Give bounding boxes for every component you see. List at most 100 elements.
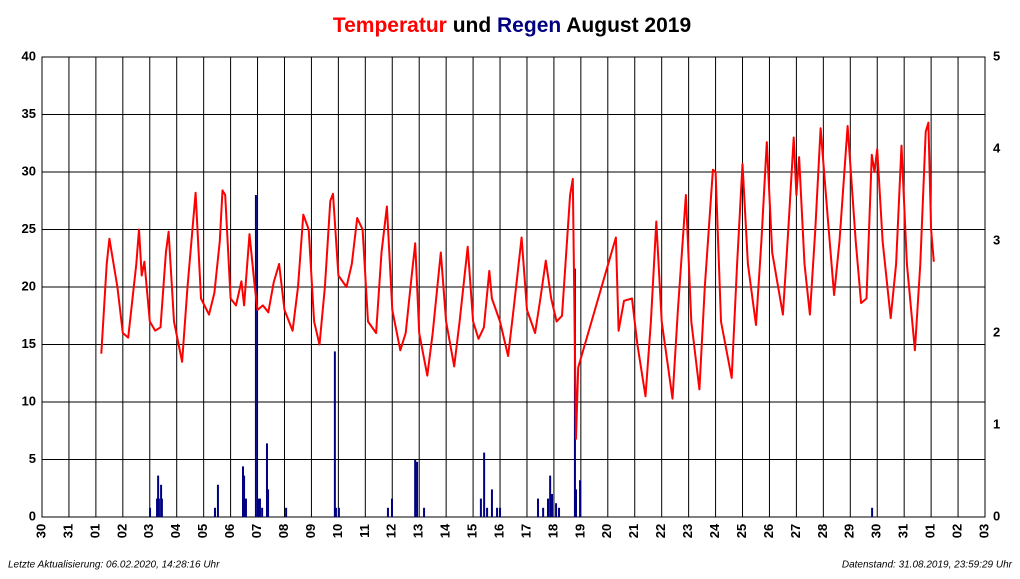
y-tick-label: 25: [22, 221, 36, 236]
x-tick-label: 24: [707, 523, 722, 538]
y-tick-label: 15: [22, 336, 36, 351]
footer-left: Letzte Aktualisierung: 06.02.2020, 14:28…: [8, 560, 220, 571]
x-tick-label: 02: [114, 524, 129, 538]
x-tick-label: 23: [680, 524, 695, 538]
rain-bar: [261, 507, 264, 517]
y-tick-label: 0: [29, 508, 36, 523]
x-tick-label: 09: [303, 524, 318, 538]
rain-bar: [258, 498, 261, 517]
rain-bar: [479, 498, 482, 517]
x-tick-label: 18: [545, 524, 560, 538]
x-tick-label: 07: [249, 524, 264, 538]
x-tick-label: 13: [411, 524, 426, 538]
rain-bar: [160, 498, 163, 517]
title-temp: Temperatur: [333, 14, 447, 37]
rain-bar: [579, 480, 582, 517]
rain-bar: [490, 489, 493, 517]
rain-bar: [157, 475, 160, 517]
rain-bar: [537, 498, 540, 517]
rain-bar: [254, 195, 257, 517]
rain-bar: [416, 461, 419, 517]
rain-bar: [334, 507, 337, 517]
x-tick-label: 28: [815, 524, 830, 538]
title-joiner: und: [453, 14, 491, 37]
y-tick-label: 5: [29, 451, 36, 466]
rain-bar: [213, 507, 216, 517]
y2-tick-label: 5: [993, 48, 1000, 63]
rain-bar: [390, 498, 393, 517]
footer-right: Datenstand: 31.08.2019, 23:59:29 Uhr: [842, 560, 1013, 571]
x-tick-label: 03: [976, 524, 991, 538]
x-tick-label: 01: [923, 524, 938, 538]
rain-bar: [265, 443, 268, 517]
rain-bar: [483, 452, 486, 517]
x-tick-label: 21: [626, 524, 641, 538]
x-tick-label: 01: [87, 524, 102, 538]
x-tick-label: 03: [141, 524, 156, 538]
x-tick-label: 20: [599, 524, 614, 538]
x-tick-label: 11: [357, 524, 372, 538]
x-tick-label: 10: [330, 524, 345, 538]
y-tick-label: 35: [22, 106, 36, 121]
y-tick-label: 40: [22, 48, 36, 63]
rain-bar: [542, 507, 545, 517]
y-tick-label: 30: [22, 163, 36, 178]
y2-tick-label: 3: [993, 232, 1000, 247]
x-tick-label: 05: [195, 524, 210, 538]
rain-bar: [414, 459, 417, 517]
temperature-line: [100, 121, 935, 440]
y-tick-label: 20: [22, 278, 36, 293]
y2-tick-label: 1: [993, 416, 1000, 431]
rain-bar: [267, 489, 270, 517]
rain-bar: [871, 507, 874, 517]
x-tick-label: 30: [33, 524, 48, 538]
rain-bar: [555, 503, 558, 517]
rain-bar: [499, 507, 502, 517]
rain-bar: [244, 498, 247, 517]
x-tick-label: 16: [491, 524, 506, 538]
x-tick-label: 06: [222, 524, 237, 538]
x-tick-label: 14: [438, 523, 453, 538]
rain-bar: [546, 498, 549, 517]
chart-title: Temperatur und Regen August 2019: [333, 14, 691, 37]
x-tick-label: 30: [869, 524, 884, 538]
y2-tick-label: 0: [993, 508, 1000, 523]
rain-bar: [157, 498, 160, 517]
x-tick-label: 17: [518, 524, 533, 538]
x-tick-label: 02: [949, 524, 964, 538]
rain-bar: [486, 507, 489, 517]
rain-bar: [285, 507, 288, 517]
rain-bar: [149, 507, 152, 517]
x-tick-label: 26: [761, 524, 776, 538]
x-tick-label: 25: [734, 524, 749, 538]
x-tick-label: 08: [276, 524, 291, 538]
x-tick-label: 27: [788, 524, 803, 538]
rain-bar: [216, 484, 219, 517]
rain-bar: [423, 507, 426, 517]
rain-bar: [241, 466, 244, 517]
title-suffix: August 2019: [566, 14, 691, 37]
x-tick-label: 19: [572, 524, 587, 538]
rain-bar: [575, 489, 578, 517]
plot-border: [41, 56, 986, 518]
y2-tick-label: 4: [993, 140, 1001, 155]
x-tick-label: 12: [384, 524, 399, 538]
x-tick-label: 31: [896, 524, 911, 538]
rain-bar: [337, 507, 340, 517]
rain-bar: [386, 507, 389, 517]
rain-bar: [551, 494, 554, 517]
x-tick-label: 29: [842, 524, 857, 538]
rain-bar: [257, 498, 260, 517]
rain-bar: [333, 351, 336, 517]
y-tick-label: 10: [22, 393, 36, 408]
rain-bar: [496, 507, 499, 517]
rain-bar: [558, 507, 561, 517]
rain-bar: [549, 475, 552, 517]
title-rain: Regen: [497, 14, 561, 37]
x-tick-label: 31: [60, 524, 75, 538]
rain-bar: [243, 475, 246, 517]
x-tick-label: 22: [653, 524, 668, 538]
x-tick-label: 15: [465, 524, 480, 538]
rain-bar: [156, 498, 159, 517]
